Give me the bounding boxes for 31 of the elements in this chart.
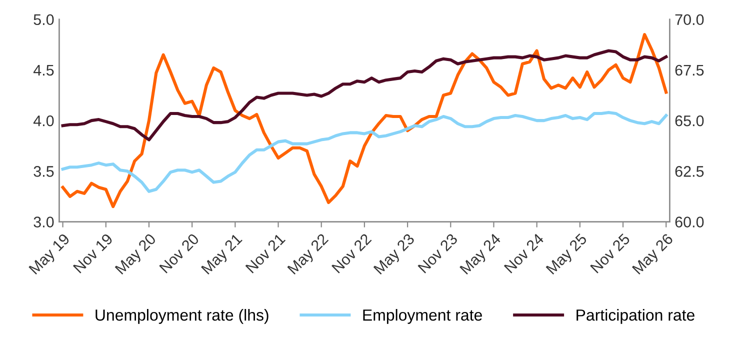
y-tick-label: 3.0 [34, 216, 54, 228]
y2-tick-label: 70.0 [675, 14, 704, 26]
x-tick-label: Nov 20 [159, 232, 200, 274]
legend-label: Unemployment rate (lhs) [96, 309, 268, 324]
x-tick-label: Nov 25 [590, 232, 630, 274]
x-tick-label: May 23 [373, 232, 418, 277]
line-series [61, 33, 668, 208]
y2-tick-label: 65.0 [675, 115, 704, 126]
x-tick-label: May 26 [632, 232, 676, 277]
y2-tick-label: 62.5 [675, 166, 704, 177]
x-tick-label: May 19 [28, 232, 72, 277]
x-tick-label: May 21 [200, 232, 245, 277]
line-series [61, 49, 668, 142]
x-tick-label: May 20 [114, 232, 159, 277]
x-tick-label: Nov 19 [72, 232, 114, 274]
legend-label: Participation rate [576, 309, 694, 324]
y-tick-label: 3.5 [34, 166, 54, 177]
y-tick-label: 5.0 [34, 14, 54, 26]
y2-tick-label: 67.5 [675, 64, 704, 76]
x-tick-label: May 25 [546, 232, 590, 277]
line-series [61, 110, 668, 193]
x-tick-label: Nov 23 [418, 232, 458, 274]
x-tick-label: May 24 [459, 232, 504, 277]
x-tick-label: Nov 21 [245, 232, 286, 274]
y-tick-label: 4.0 [33, 115, 54, 126]
x-tick-label: May 22 [287, 233, 331, 277]
y-tick-label: 4.5 [33, 64, 54, 76]
y2-tick-label: 60.0 [675, 216, 704, 228]
legend-label: Employment rate [363, 309, 482, 324]
x-tick-label: Nov 24 [504, 232, 544, 274]
x-tick-label: Nov 22 [331, 233, 372, 274]
